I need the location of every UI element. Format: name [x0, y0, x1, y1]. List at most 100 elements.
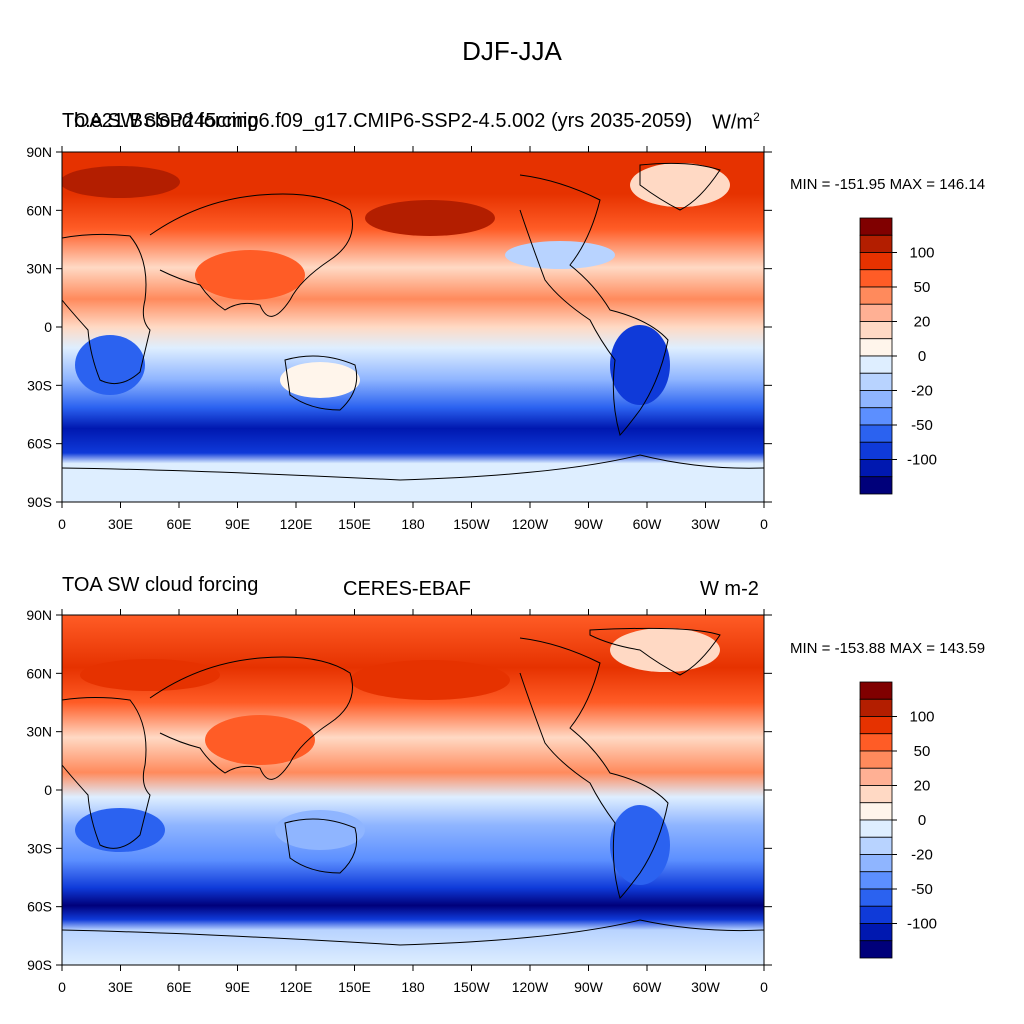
panel2-swatch	[859, 785, 893, 804]
panel2-cb-label: 50	[914, 743, 931, 760]
panel2-blob-greenland	[610, 628, 720, 672]
panel2-lon-label: 120W	[512, 979, 549, 995]
panel1-lon-label: 90E	[225, 516, 250, 532]
panel2-blob-npacific	[350, 660, 510, 700]
panel2-blob-eurasia	[80, 659, 220, 691]
panel2-swatch	[859, 819, 893, 838]
panel2-lon-label: 60W	[633, 979, 663, 995]
panel1-units-sup: 2	[753, 110, 760, 124]
panel2-cb-label: -20	[911, 847, 933, 864]
panel2-units: W m-2	[700, 578, 759, 600]
panel1-lon-label: 0	[58, 516, 66, 532]
panel1-lat-label: 90N	[26, 144, 52, 160]
panel1-cb-label: 50	[914, 279, 931, 296]
panel1-blob-africa	[75, 335, 145, 395]
panel1-swatch	[859, 372, 893, 391]
panel1-cb-label: 20	[914, 314, 931, 331]
panel1-swatch	[859, 303, 893, 322]
panel1-blob-asia	[195, 250, 305, 300]
panel1-lon-label: 90W	[574, 516, 604, 532]
panel2-lat-label: 90S	[27, 957, 52, 973]
panel1-swatch	[859, 252, 893, 271]
panel1-cb-label: -50	[911, 417, 933, 434]
panel1-blob-greenland	[630, 163, 730, 207]
panel2-lat-label: 60S	[27, 899, 52, 915]
panel2-swatch	[859, 871, 893, 890]
panel1-swatch	[859, 407, 893, 426]
panel2-cb-label: -50	[911, 881, 933, 898]
panel1-axes: 0 30E 60E 90E 120E 150E 180 150W 120W 90W 60W 30W 09…	[26, 144, 772, 532]
panel2-swatch	[859, 854, 893, 873]
panel1-lon-label: 150W	[453, 516, 490, 532]
panel2-blob-africa	[75, 808, 165, 852]
panel2-lat-label: 30N	[26, 724, 52, 740]
panel2-swatch	[859, 733, 893, 752]
panel1-swatch	[859, 338, 893, 357]
panel1-lon-label: 120W	[512, 516, 549, 532]
panel2-center-title: CERES-EBAF	[343, 578, 471, 600]
panel1-swatch	[859, 269, 893, 288]
panel1-coastlines	[62, 162, 764, 481]
panel2-lon-label: 30W	[691, 979, 721, 995]
panel2-cb-label: 0	[918, 812, 926, 829]
panel2-lat-label: 90N	[26, 607, 52, 623]
panel2-cb-label: 100	[909, 709, 934, 726]
panel2-lon-label: 60E	[167, 979, 192, 995]
panel1-blob-australia	[280, 362, 360, 398]
panel1-cb-label: -20	[911, 383, 933, 400]
panel2-swatch	[859, 750, 893, 769]
panel2-axes: 0 30E 60E 90E 120E 150E 180 150W 120W 90W 60W 30W 09…	[26, 607, 772, 995]
panel1-cb-label: -100	[907, 452, 937, 469]
panel2-swatch	[859, 888, 893, 907]
panel1-blob-arctic	[62, 166, 180, 198]
panel2-lon-label: 0	[58, 979, 66, 995]
panel2-lon-label: 90E	[225, 979, 250, 995]
panel1-lon-label: 30W	[691, 516, 721, 532]
panel1-blob-samerica	[610, 325, 670, 405]
panel2-lon-label: 90W	[574, 979, 604, 995]
panel1-cb-label: 0	[918, 348, 926, 365]
panel1-swatch	[859, 424, 893, 443]
panel1-case-title: b.e21.BSSP245cmip6.f09_g17.CMIP6-SSP2-4.…	[74, 110, 693, 132]
panel2-minmax: MIN = -153.88 MAX = 143.59	[790, 640, 986, 657]
panel2-blob-asia	[205, 715, 315, 765]
panel1-lat-label: 30S	[27, 377, 52, 393]
panel2-swatch	[859, 905, 893, 924]
panel2-swatch	[859, 923, 893, 942]
panel2-swatch	[859, 681, 893, 700]
panel1-swatch	[859, 355, 893, 374]
panel1-lon-label: 60E	[167, 516, 192, 532]
panel1-colorbar: 100 50 20 0 -20 -50 -100	[859, 217, 937, 495]
panel2-coastlines	[62, 627, 764, 946]
page-title: DJF-JJA	[462, 36, 562, 66]
panel2-lat-label: 60N	[26, 665, 52, 681]
panel2-lon-label: 150E	[338, 979, 371, 995]
panel2-map	[62, 615, 764, 965]
panel1-lon-label: 180	[401, 516, 425, 532]
panel2-cb-label: -100	[907, 916, 937, 933]
panel1-lat-label: 0	[44, 319, 52, 335]
panel1-blob-epacific	[505, 241, 615, 269]
panel2-blob-samerica	[610, 805, 670, 885]
panel2-lon-label: 30E	[108, 979, 133, 995]
panel1-lat-label: 30N	[26, 261, 52, 277]
panel1-units: W/m2	[712, 110, 760, 135]
panel1-swatch	[859, 476, 893, 495]
panel1-lat-label: 60S	[27, 436, 52, 452]
panel1-map	[62, 152, 764, 502]
panel1-swatch	[859, 286, 893, 305]
panel2-colorbar: 100 50 20 0 -20 -50 -100	[859, 681, 937, 959]
panel1-swatch	[859, 234, 893, 253]
panel2-lon-label: 150W	[453, 979, 490, 995]
panel2-lon-label: 180	[401, 979, 425, 995]
panel1-swatch	[859, 217, 893, 236]
panel1-lon-label: 30E	[108, 516, 133, 532]
panel1-lon-label: 60W	[633, 516, 663, 532]
panel2-lat-label: 30S	[27, 840, 52, 856]
panel1-minmax: MIN = -151.95 MAX = 146.14	[790, 176, 986, 193]
panel2-lon-label: 120E	[280, 979, 313, 995]
panel1-swatch	[859, 459, 893, 478]
panel2-left-title: TOA SW cloud forcing	[62, 574, 259, 596]
panel1-blob-npacific	[365, 200, 495, 236]
